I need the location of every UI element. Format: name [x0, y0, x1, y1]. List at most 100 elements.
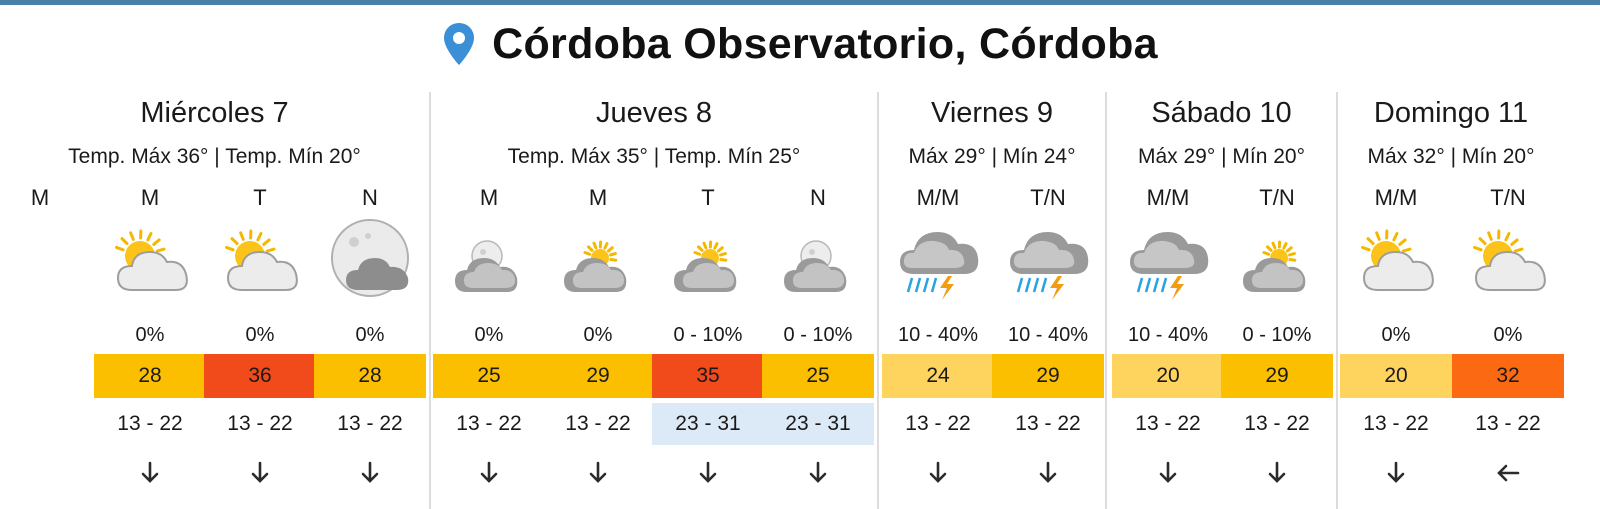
day-name: Viernes 9 — [931, 97, 1053, 129]
wind-speed: 13 - 22 — [227, 412, 293, 435]
day-name: Domingo 11 — [1373, 97, 1529, 129]
day-temps: Temp. Máx 36° | Temp. Mín 20° — [68, 145, 361, 168]
day-name: Sábado 10 — [1151, 97, 1292, 129]
period-label: T/N — [1030, 185, 1066, 210]
wind-speed: 13 - 22 — [117, 412, 183, 435]
sun-cloudy-icon — [1231, 218, 1323, 304]
rain-probability: 0% — [1381, 324, 1411, 346]
storm-icon — [1002, 218, 1094, 304]
page-header: Córdoba Observatorio, Córdoba — [0, 14, 1600, 74]
moon-cloud-icon — [324, 218, 416, 304]
period-label: N — [362, 185, 378, 210]
arrow-down-icon — [433, 460, 545, 490]
rain-probability: 10 - 40% — [1127, 324, 1209, 346]
period-label: T — [701, 185, 715, 210]
arrow-down-icon — [882, 460, 994, 490]
storm-icon — [1122, 218, 1214, 304]
location-pin-icon — [444, 23, 475, 65]
rain-probability: 10 - 40% — [897, 324, 979, 346]
day-column: Sábado 10 Máx 29° | Mín 20° M/M 10 - 40%… — [1107, 92, 1336, 509]
day-column: Jueves 8 Temp. Máx 35° | Temp. Mín 25° M… — [431, 92, 877, 509]
rain-probability: 0% — [1493, 324, 1523, 346]
day-separator — [429, 92, 431, 509]
day-column: Miércoles 7 Temp. Máx 36° | Temp. Mín 20… — [0, 92, 429, 509]
sun-cloud-icon — [1350, 218, 1442, 304]
period-label: M — [588, 185, 608, 210]
period-label: M/M — [1146, 185, 1190, 210]
period-label: M — [479, 185, 499, 210]
period-column: M/M 10 - 40% 24 13 - 22 — [882, 92, 994, 509]
period-column: T 0 - 10% 35 23 - 31 — [652, 92, 764, 509]
wind-speed: 23 - 31 — [762, 403, 874, 445]
period-column: T/N 0 - 10% 29 13 - 22 — [1221, 92, 1333, 509]
temperature-cell: 20 — [1112, 354, 1224, 398]
period-column: M 0% 25 13 - 22 — [433, 92, 545, 509]
rain-probability: 0 - 10% — [673, 324, 743, 346]
wind-speed: 13 - 22 — [1475, 412, 1541, 435]
day-separator — [1336, 92, 1338, 509]
day-temps: Máx 32° | Mín 20° — [1367, 145, 1535, 168]
rain-probability: 0% — [135, 324, 165, 346]
temperature-cell: 25 — [762, 354, 874, 398]
day-separator — [877, 92, 879, 509]
wind-speed: 13 - 22 — [337, 412, 403, 435]
sun-cloudy-icon — [552, 218, 644, 304]
storm-icon — [892, 218, 984, 304]
arrow-down-icon — [992, 460, 1104, 490]
rain-probability: 0 - 10% — [783, 324, 853, 346]
day-temps: Temp. Máx 35° | Temp. Mín 25° — [507, 145, 801, 168]
period-column: M/M 0% 20 13 - 22 — [1340, 92, 1452, 509]
rain-probability: 0% — [583, 324, 613, 346]
arrow-down-icon — [314, 460, 426, 490]
page-title: Córdoba Observatorio, Córdoba — [492, 19, 1158, 68]
sun-cloudy-icon — [662, 218, 754, 304]
period-column: M 0% 28 13 - 22 — [94, 92, 206, 509]
sun-cloud-icon — [1462, 218, 1554, 304]
period-label: T — [253, 185, 267, 210]
temperature-cell: 36 — [204, 354, 316, 398]
period-column: M 0% 29 13 - 22 — [542, 92, 654, 509]
period-label: T/N — [1259, 185, 1295, 210]
temperature-cell: 29 — [992, 354, 1104, 398]
sun-cloud-icon — [214, 218, 306, 304]
day-temps: Máx 29° | Mín 24° — [908, 145, 1076, 168]
wind-speed: 13 - 22 — [1363, 412, 1429, 435]
period-column: T/N 10 - 40% 29 13 - 22 — [992, 92, 1104, 509]
arrow-down-icon — [1112, 460, 1224, 490]
wind-speed: 13 - 22 — [1135, 412, 1201, 435]
temperature-cell: 28 — [314, 354, 426, 398]
sun-cloud-icon — [104, 218, 196, 304]
day-name: Jueves 8 — [595, 97, 713, 129]
wind-speed: 23 - 31 — [652, 403, 764, 445]
day-column: Domingo 11 Máx 32° | Mín 20° M/M 0% 20 1… — [1338, 92, 1600, 509]
top-accent-bar — [0, 0, 1600, 5]
temperature-cell: 29 — [1221, 354, 1333, 398]
period-column: T 0% 36 13 - 22 — [204, 92, 316, 509]
temperature-cell: 35 — [652, 354, 764, 398]
temperature-cell: 20 — [1340, 354, 1452, 398]
wind-speed: 13 - 22 — [456, 412, 522, 435]
wind-speed: 13 - 22 — [1015, 412, 1081, 435]
day-separator — [1105, 92, 1107, 509]
arrow-down-icon — [762, 460, 874, 490]
arrow-down-icon — [1221, 460, 1333, 490]
period-column: N 0 - 10% 25 23 - 31 — [762, 92, 874, 509]
period-label: M/M — [916, 185, 960, 210]
period-label: T/N — [1490, 185, 1526, 210]
period-label: M/M — [1374, 185, 1418, 210]
temperature-cell: 29 — [542, 354, 654, 398]
temperature-cell: 25 — [433, 354, 545, 398]
arrow-left-icon — [1452, 460, 1564, 490]
wind-speed: 13 - 22 — [905, 412, 971, 435]
period-column: T/N 0% 32 13 - 22 — [1452, 92, 1564, 509]
day-column: Viernes 9 Máx 29° | Mín 24° M/M 10 - 40%… — [879, 92, 1105, 509]
period-column-extra: M — [0, 92, 80, 509]
arrow-down-icon — [1340, 460, 1452, 490]
rain-probability: 0% — [474, 324, 504, 346]
rain-probability: 0% — [245, 324, 275, 346]
period-column: N 0% 28 13 - 22 — [314, 92, 426, 509]
temperature-cell: 28 — [94, 354, 206, 398]
day-temps: Máx 29° | Mín 20° — [1138, 145, 1305, 168]
period-column: M/M 10 - 40% 20 13 - 22 — [1112, 92, 1224, 509]
arrow-down-icon — [542, 460, 654, 490]
